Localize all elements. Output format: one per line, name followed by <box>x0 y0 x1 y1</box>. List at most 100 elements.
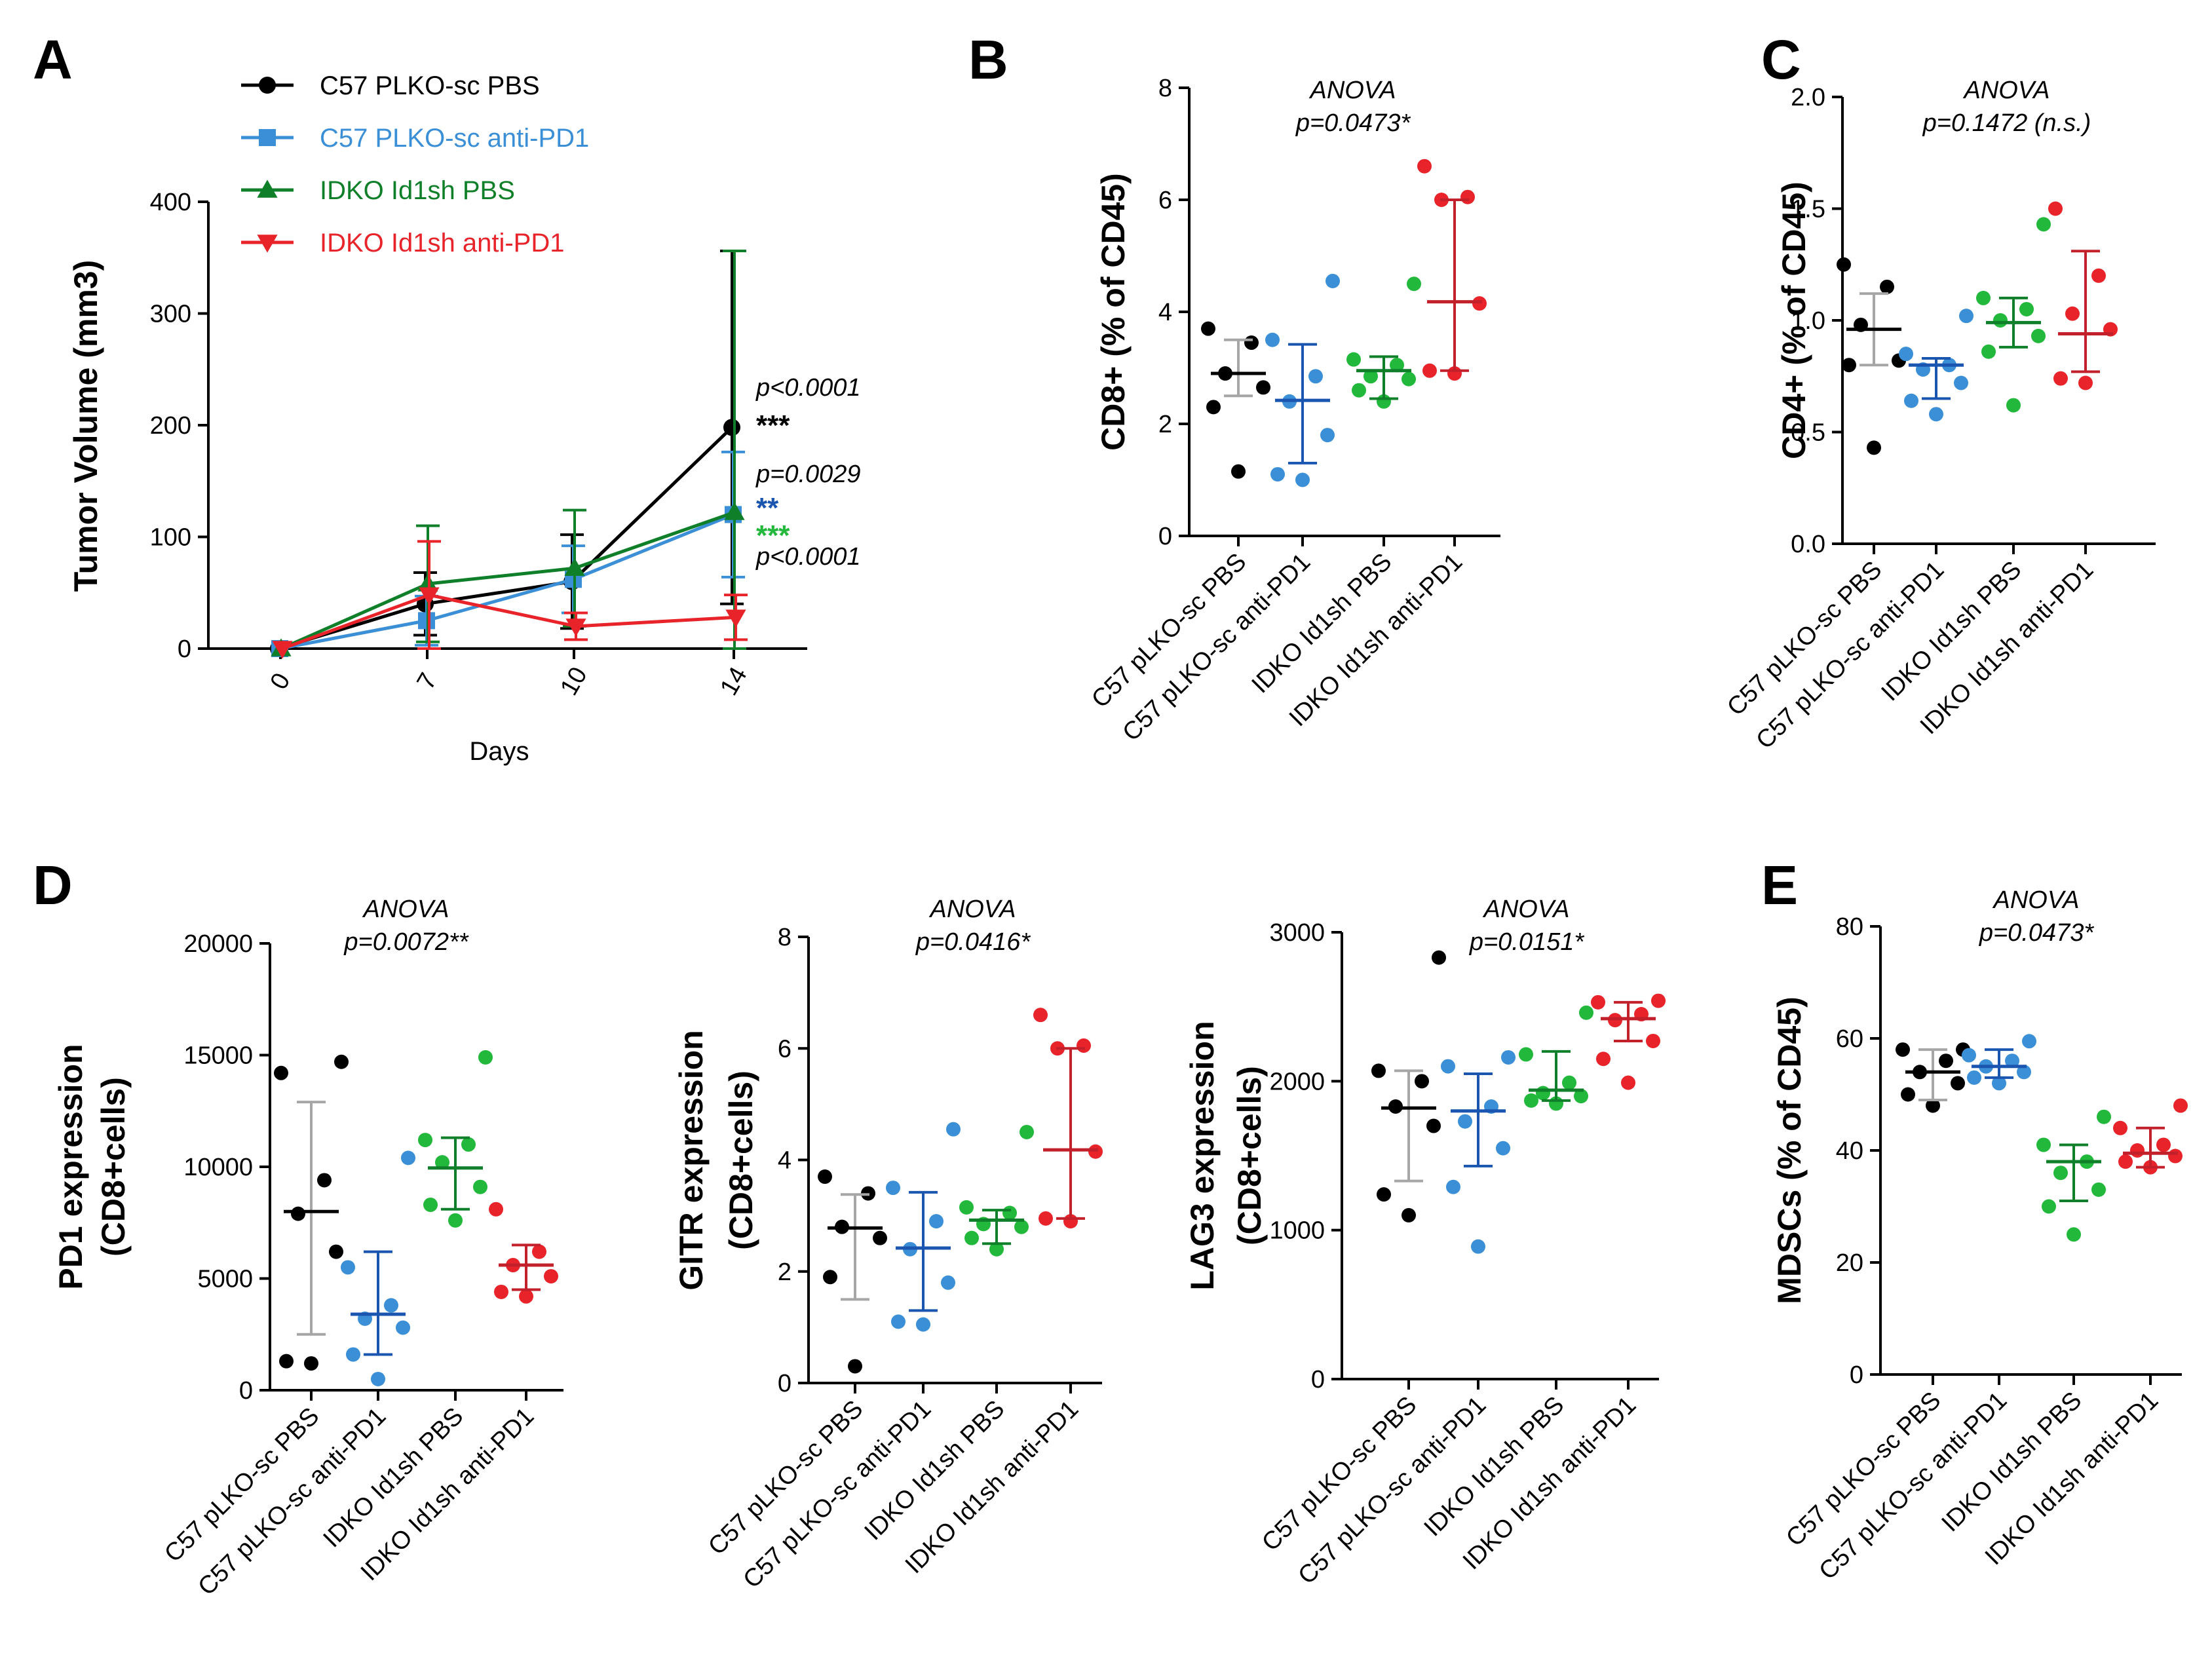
series-0 <box>270 250 744 657</box>
data-point <box>401 1150 415 1166</box>
data-point <box>2022 1034 2036 1049</box>
data-point <box>2067 1227 2081 1242</box>
data-point <box>317 1173 332 1188</box>
data-point <box>1270 466 1285 482</box>
group-1: C57 pLKO-sc anti-PD1 <box>1117 273 1340 747</box>
series-2 <box>271 250 746 656</box>
data-point <box>1265 332 1280 347</box>
data-point <box>1579 1005 1593 1020</box>
panel-d2-chart: 0 2 4 6 8 GITR expression (CD8+cells) ANOVA p=0.… <box>673 896 1103 1594</box>
data-point <box>724 502 745 520</box>
data-point <box>2036 217 2051 232</box>
data-point <box>1896 1042 1910 1057</box>
data-point <box>259 77 276 94</box>
x-axis-label: Days <box>469 737 529 766</box>
y-tick-label: 40 <box>1836 1137 1863 1165</box>
data-point <box>2091 1182 2106 1197</box>
anova-pvalue: p=0.1472 (n.s.) <box>1922 109 2091 137</box>
y-tick-label: 6 <box>778 1035 791 1063</box>
anova-label: ANOVA <box>362 896 449 923</box>
data-point <box>1901 1087 1915 1102</box>
legend-entry: IDKO Id1sh PBS <box>320 176 515 205</box>
data-point <box>723 419 740 436</box>
anova-pvalue: p=0.0473* <box>1295 109 1411 137</box>
data-point <box>1574 1089 1588 1104</box>
data-point <box>2031 328 2046 343</box>
y-tick-label: 100 <box>150 524 191 552</box>
data-point <box>1959 309 1974 324</box>
data-point <box>1962 1048 1976 1063</box>
series-line <box>280 510 735 651</box>
data-point <box>2019 301 2034 316</box>
data-point <box>1460 189 1475 204</box>
y-axis-label: CD8+ (% of CD45) <box>1095 173 1132 451</box>
data-point <box>1562 1075 1576 1090</box>
data-point <box>1954 375 1968 390</box>
y-tick-label: 2 <box>778 1259 791 1286</box>
data-point <box>1880 279 1894 294</box>
group-3: IDKO Id1sh anti-PD1 <box>1980 1098 2188 1570</box>
annotation: *** <box>756 520 790 552</box>
data-point <box>1377 1187 1391 1202</box>
anova-label: ANOVA <box>1483 896 1570 923</box>
data-point <box>1295 472 1310 487</box>
data-point <box>494 1284 508 1299</box>
data-point <box>1039 1211 1053 1226</box>
y-tick-label: 0 <box>778 1370 791 1397</box>
data-point <box>1206 400 1221 415</box>
data-point <box>2036 1137 2051 1152</box>
y-axis-label: MDSCs (% of CD45) <box>1771 996 1808 1304</box>
data-point <box>473 1179 487 1194</box>
data-point <box>1967 1070 1981 1085</box>
data-point <box>1646 1033 1660 1048</box>
data-point <box>1402 371 1416 387</box>
panel-d1-chart: D 0 5000 10000 15000 20000 PD1 expression (CD8+… <box>33 854 563 1601</box>
data-point <box>257 180 278 198</box>
annotation: p<0.0001 <box>755 543 861 571</box>
data-point <box>946 1122 961 1137</box>
data-point <box>1981 344 1996 359</box>
data-point <box>461 1137 476 1152</box>
data-point <box>818 1169 832 1185</box>
series-3 <box>272 540 748 659</box>
data-point <box>1033 1008 1048 1023</box>
panel-a-chart: A 0 100 200 300 400 0 7 10 14 Days Tumor Volume (mm… <box>33 29 861 766</box>
data-point <box>1904 393 1918 408</box>
data-point <box>1371 1063 1386 1078</box>
data-point <box>1446 1179 1460 1194</box>
series-line <box>282 593 736 651</box>
group-3: IDKO Id1sh anti-PD1 <box>356 1202 558 1586</box>
data-point <box>384 1298 398 1313</box>
y-tick-label: 0 <box>178 635 191 663</box>
data-point <box>1536 1086 1550 1101</box>
y-tick-label: 80 <box>1836 913 1863 941</box>
data-point <box>2006 398 2021 413</box>
data-point <box>1519 1047 1533 1062</box>
data-point <box>1993 313 2008 328</box>
data-point <box>1020 1124 1034 1139</box>
data-point <box>1432 950 1446 965</box>
panel-letter: E <box>1761 854 1798 916</box>
annotation: p<0.0001 <box>755 374 861 402</box>
data-point <box>1471 1239 1485 1254</box>
data-point <box>1929 407 1943 422</box>
y-tick-label: 8 <box>1158 75 1172 102</box>
data-point <box>1596 1052 1611 1067</box>
data-point <box>1088 1144 1103 1159</box>
anova-pvalue: p=0.0473* <box>1979 919 2095 947</box>
data-point <box>2042 1199 2056 1214</box>
group-1: C57 pLKO-sc anti-PD1 <box>1293 1050 1516 1590</box>
panel-letter: A <box>33 29 73 90</box>
y-tick-label: 2 <box>1158 411 1172 438</box>
data-point <box>418 1133 432 1148</box>
data-point <box>1014 1219 1029 1234</box>
y-tick-label: 1000 <box>1269 1217 1325 1245</box>
y-tick-label: 0 <box>239 1377 253 1405</box>
anova-label: ANOVA <box>1993 886 2080 914</box>
y-tick-label: 15000 <box>183 1042 253 1070</box>
data-point <box>565 618 586 637</box>
data-point <box>544 1269 558 1284</box>
data-point <box>1426 1118 1441 1133</box>
data-point <box>1837 257 1851 272</box>
